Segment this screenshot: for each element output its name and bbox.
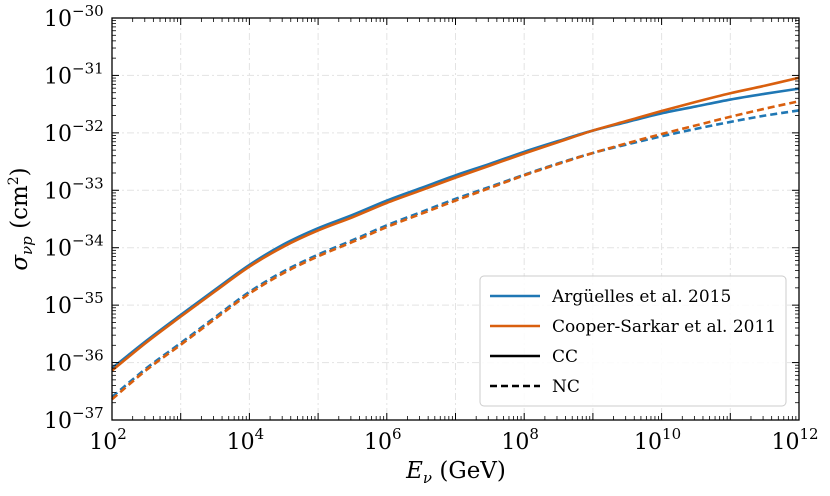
- y-tick-label: 10−33: [44, 174, 104, 204]
- y-tick-label: 10−37: [44, 404, 104, 434]
- legend-label-cc: CC: [552, 347, 578, 367]
- legend-label-arguelles: Argüelles et al. 2015: [551, 287, 731, 307]
- legend-label-cooper-sarkar: Cooper-Sarkar et al. 2011: [552, 317, 776, 337]
- x-tick-label: 1010: [634, 425, 681, 455]
- series-line-arg-elles-et-al-2015-cc: [111, 87, 800, 370]
- series-line-cooper-sarkar-et-al-2011-cc: [111, 76, 800, 372]
- series-line-cooper-sarkar-et-al-2011-nc: [111, 99, 800, 401]
- y-tick-label: 10−31: [44, 59, 104, 89]
- x-tick-label: 102: [89, 425, 127, 455]
- x-tick-label: 1012: [771, 425, 818, 455]
- x-tick-label: 106: [364, 425, 402, 455]
- ticks: 102 104 106 108 1010 1012 10−30 10−31 10−32 10−33…: [44, 2, 819, 455]
- y-tick-label: 10−30: [44, 2, 104, 32]
- y-axis-label: σνp (cm2): [6, 167, 36, 270]
- x-axis-label: Eν (GeV): [405, 458, 506, 487]
- series-line-arg-elles-et-al-2015-nc: [111, 109, 800, 399]
- x-tick-label: 104: [227, 425, 265, 455]
- series-layer: [111, 76, 800, 401]
- legend-label-nc: NC: [552, 377, 580, 397]
- x-tick-label: 108: [501, 425, 539, 455]
- legend: Argüelles et al. 2015 Cooper-Sarkar et a…: [479, 275, 787, 407]
- y-tick-label: 10−35: [44, 289, 104, 319]
- y-tick-label: 10−32: [44, 117, 104, 147]
- y-tick-label: 10−34: [44, 232, 104, 262]
- y-tick-label: 10−36: [44, 347, 104, 377]
- legend-box: [479, 275, 787, 407]
